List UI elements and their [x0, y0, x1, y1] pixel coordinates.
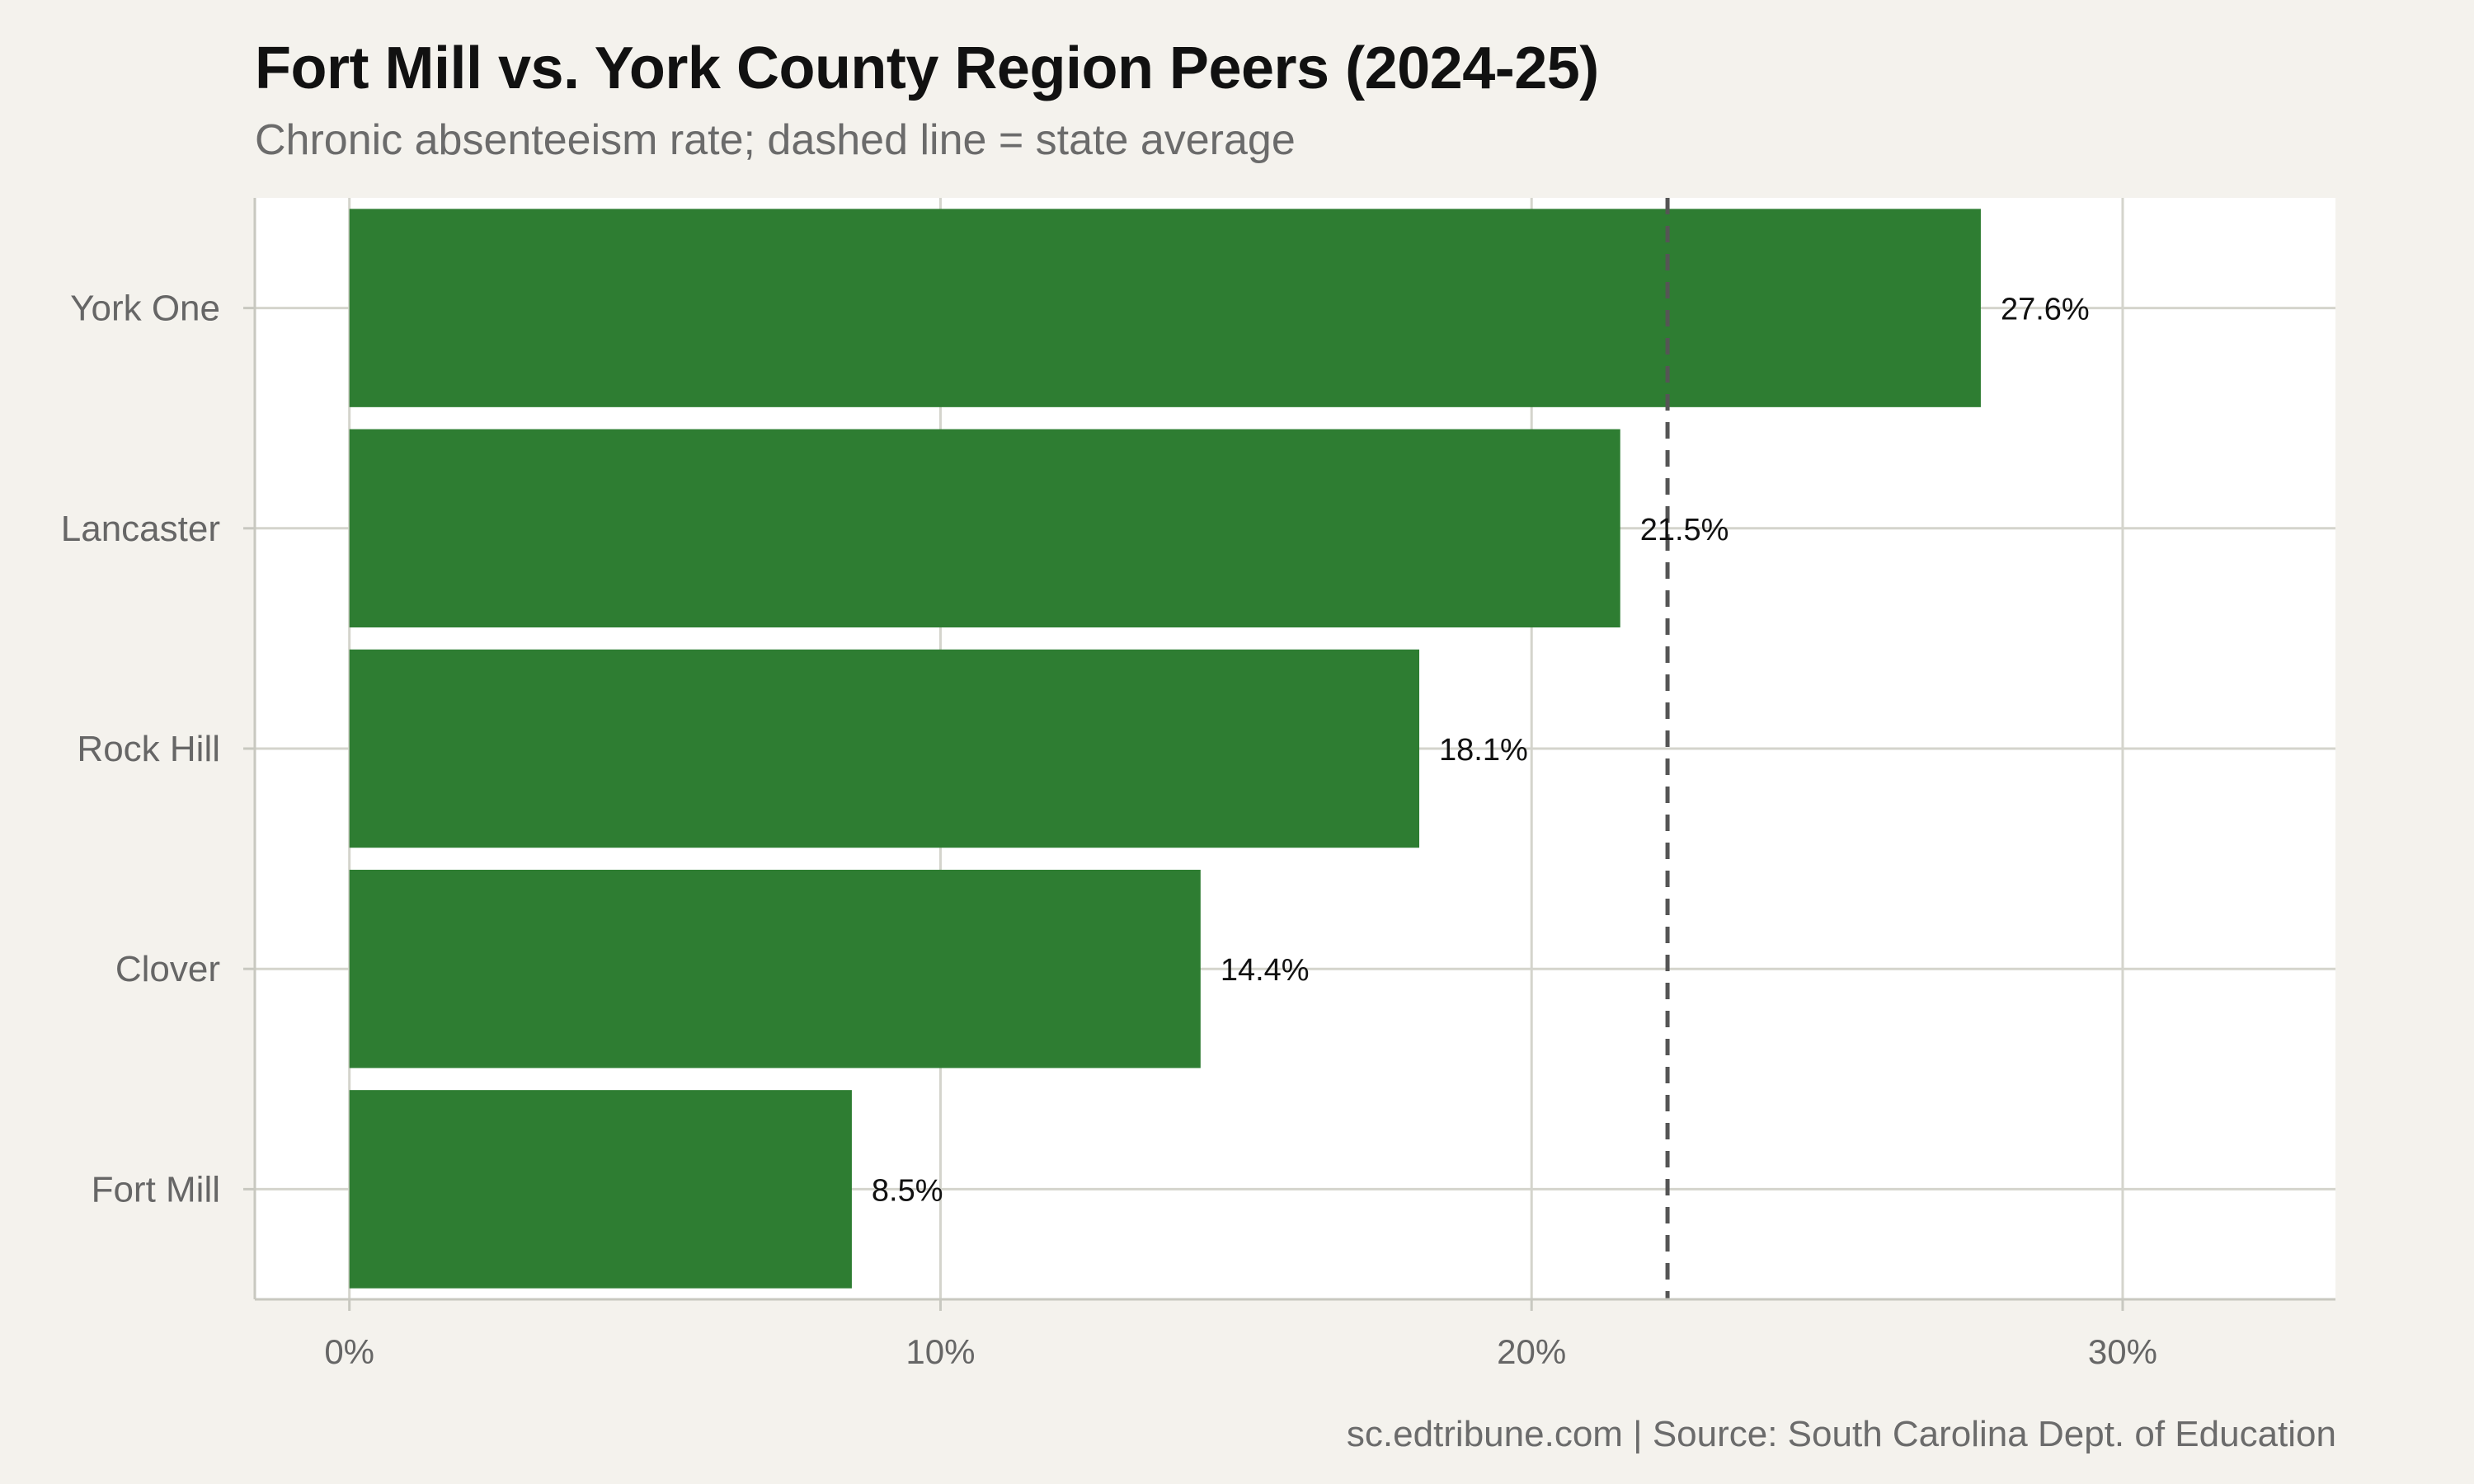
- x-tick-label: 0%: [324, 1332, 374, 1371]
- bars: [349, 209, 1981, 1289]
- category-label: York One: [70, 289, 220, 329]
- value-label: 21.5%: [1640, 513, 1729, 547]
- category-label: Rock Hill: [77, 729, 220, 769]
- bar: [349, 869, 1201, 1068]
- bar: [349, 1090, 852, 1289]
- labels: 0% 10% 20% 30% York One Lancaster Rock Hill Clo…: [61, 289, 2157, 1371]
- category-label: Fort Mill: [92, 1169, 220, 1209]
- x-tick-label: 10%: [905, 1332, 975, 1371]
- bar: [349, 429, 1620, 628]
- value-label: 14.4%: [1221, 953, 1310, 988]
- x-tick-label: 20%: [1497, 1332, 1566, 1371]
- value-label: 8.5%: [872, 1173, 943, 1208]
- value-label: 27.6%: [2001, 293, 2090, 327]
- category-label: Lancaster: [61, 509, 220, 549]
- chart-subtitle: Chronic absenteeism rate; dashed line = …: [255, 116, 1296, 164]
- x-tick-label: 30%: [2088, 1332, 2157, 1371]
- source-caption: sc.edtribune.com | Source: South Carolin…: [1346, 1414, 2336, 1454]
- bar: [349, 209, 1981, 407]
- bar: [349, 649, 1420, 848]
- axes: [253, 198, 2335, 1301]
- chart-title: Fort Mill vs. York County Region Peers (…: [255, 35, 1599, 101]
- category-label: Clover: [115, 949, 220, 989]
- value-label: 18.1%: [1439, 733, 1528, 768]
